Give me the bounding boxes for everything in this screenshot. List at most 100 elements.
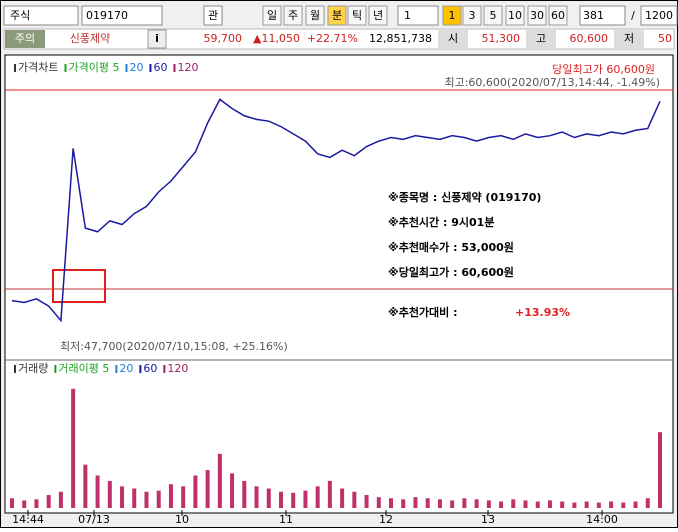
legend-entry: 20 [129,61,143,74]
market: 주식 [10,9,30,22]
legend-entry: 가격이평 5 [68,61,119,74]
period-button[interactable] [283,5,303,26]
volume-bar [352,491,357,508]
volume-bar [645,498,650,508]
volume-bar [437,499,442,508]
legend-entry: 60 [153,61,167,74]
code: 019170 [86,9,128,22]
minute: 1 [449,9,456,22]
legend-swatch [115,365,118,373]
volume-bar [156,490,161,508]
period-button[interactable] [347,5,367,26]
volume-bar [278,491,283,508]
volume-bar [303,490,308,508]
period-button[interactable] [327,5,347,26]
warning: 주의 [15,32,35,45]
legend-swatch [149,64,152,72]
high: 60,600 [570,32,609,45]
price: 59,700 [204,32,243,45]
minute-button[interactable] [483,5,503,26]
max-note: 최고:60,600(2020/07/13,14:44, -1.49%) [444,76,660,89]
period: 분 [332,9,342,22]
volume-bar [291,492,296,508]
note-line: ※추천시간 : 9시01분 [388,215,494,229]
unit: 1 [404,9,411,22]
fav-button[interactable] [203,5,223,26]
volume-bar [327,480,332,508]
minute-button[interactable] [527,5,547,26]
minute: 5 [490,9,497,22]
label-bg [526,30,556,48]
legend-entry: 거래량 [18,362,48,375]
volume-bar [10,498,14,508]
vs-label: ※추천가대비 : [388,305,458,319]
open: 51,300 [482,32,521,45]
volume-bar [95,475,100,508]
legend-entry: 120 [167,362,188,375]
volume-bar [83,464,88,508]
note-line: ※종목명 : 신풍제약 (019170) [388,190,541,204]
volume-bar [425,498,430,508]
count-input[interactable] [579,5,626,26]
code-input[interactable] [81,5,163,26]
total-input[interactable] [640,5,678,26]
volume-bar [132,488,137,508]
legend-swatch [64,64,67,72]
x-tick-label: 14:44 [12,513,44,526]
period: 틱 [352,9,362,22]
volume-bar [120,486,125,508]
volume-bar [547,500,552,508]
volume-bar [596,502,601,508]
volume-bar [462,498,467,508]
legend-entry: 120 [177,61,198,74]
volume-bar [217,453,222,508]
day-high-note: 당일최고가 60,600원 [552,62,655,76]
volume-bar [193,475,198,508]
x-tick-label: 11 [279,513,293,526]
quote-bar [3,28,675,50]
volume-bar [658,432,662,508]
period-button[interactable] [305,5,325,26]
period: 월 [310,9,320,22]
low-label: 저 [624,32,634,45]
market-select[interactable] [3,5,79,26]
volume-bar [364,495,369,508]
volume-bar [499,501,504,508]
minute: 30 [530,9,544,22]
x-tick-label: 07/13 [78,513,110,526]
price-line [11,98,661,323]
info: i [155,32,159,45]
volume-bar [46,495,51,508]
volume-bar [609,501,614,508]
count: 381 [583,9,604,22]
separator: / [631,9,635,22]
volume-bar [315,486,320,508]
volume-bar [535,501,540,508]
volume-bar [254,486,259,508]
min-note: 최저:47,700(2020/07/10,15:08, +25.16%) [60,340,288,353]
volume-bar [474,499,479,508]
x-tick-label: 12 [379,513,393,526]
period: 년 [373,9,383,22]
low: 50 [658,32,672,45]
minute-button[interactable] [442,5,462,26]
period-button[interactable] [368,5,388,26]
minute-button[interactable] [548,5,568,26]
info-button[interactable] [147,29,167,49]
legend-entry: 20 [119,362,133,375]
volume-bar [523,500,528,508]
volume-bar [376,497,381,508]
unit-select[interactable] [397,5,439,26]
volume-bar [168,484,173,508]
volume-bar [511,499,516,508]
minute-button[interactable] [505,5,525,26]
volume-bar [34,499,39,508]
note-line: ※당일최고가 : 60,600원 [388,265,514,279]
legend-swatch [125,64,128,72]
period-button[interactable] [262,5,282,26]
minute-button[interactable] [462,5,482,26]
buy-marker [52,269,106,303]
volume-bar [450,500,455,508]
volume-bar [340,488,345,508]
